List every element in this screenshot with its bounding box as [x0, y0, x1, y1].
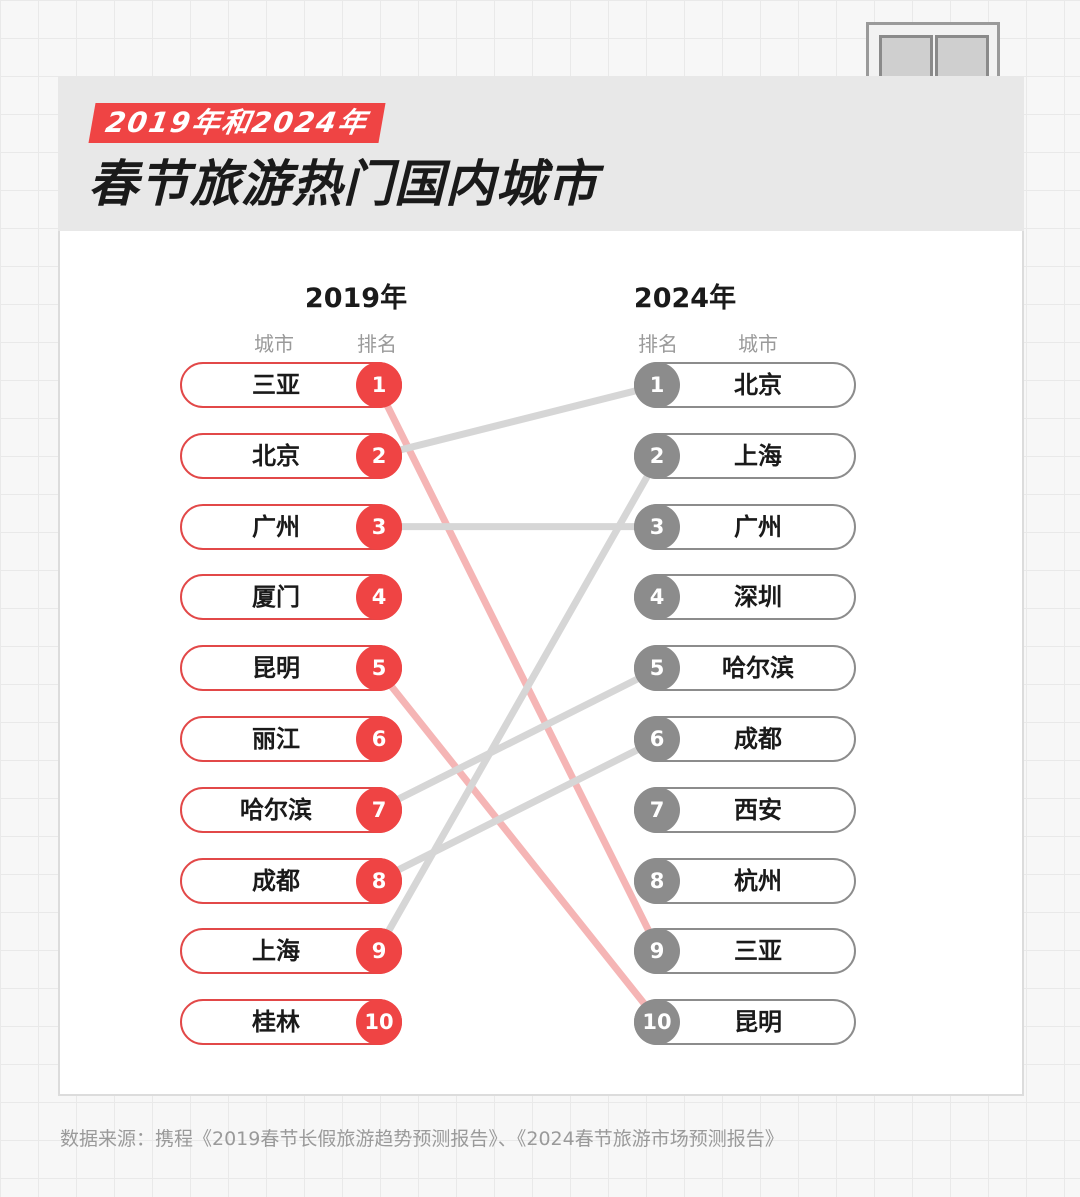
connector-line — [373, 664, 663, 1026]
right-city-name: 杭州 — [734, 866, 782, 895]
right-rank-item: 上海 2 — [634, 432, 856, 479]
left-rank-item: 上海 9 — [180, 928, 402, 975]
right-rank-badge: 10 — [634, 999, 680, 1046]
left-city-name: 丽江 — [252, 725, 300, 753]
left-rank-badge: 6 — [356, 716, 402, 762]
left-rank-item: 广州 3 — [180, 503, 402, 550]
connector-line — [373, 381, 663, 955]
left-rank-item: 厦门 4 — [180, 574, 402, 621]
connector-line — [373, 735, 663, 885]
right-rank-item: 北京 1 — [634, 362, 856, 408]
right-rank-badge: 5 — [634, 645, 680, 692]
left-rank-badge: 3 — [356, 503, 402, 550]
left-col-rank-header: 排名 — [357, 332, 397, 356]
left-rank-item: 桂林 10 — [180, 999, 402, 1046]
right-rank-item: 成都 6 — [634, 716, 856, 762]
right-rank-badge: 7 — [634, 786, 680, 833]
left-rank-badge: 2 — [356, 432, 402, 479]
left-city-name: 昆明 — [252, 654, 300, 683]
right-rank-badge: 3 — [634, 503, 680, 550]
right-rank-item: 昆明 10 — [634, 999, 856, 1046]
connector-line — [373, 381, 663, 460]
left-rank-badge: 7 — [356, 786, 402, 833]
right-rank-item: 西安 7 — [634, 786, 856, 833]
right-city-name: 三亚 — [734, 937, 782, 966]
right-rank-item: 三亚 9 — [634, 928, 856, 975]
right-rank-badge: 4 — [634, 574, 680, 621]
connector-line — [373, 664, 663, 814]
left-rank-badge: 10 — [356, 999, 402, 1046]
right-rank-badge: 8 — [634, 857, 680, 904]
left-rank-item: 北京 2 — [180, 432, 402, 479]
left-rank-badge: 9 — [356, 928, 402, 975]
left-rank-item: 昆明 5 — [180, 645, 402, 692]
right-rank-item: 杭州 8 — [634, 857, 856, 904]
left-city-name: 上海 — [252, 937, 300, 966]
left-rank-item: 丽江 6 — [180, 716, 402, 762]
right-rank-badge: 2 — [634, 432, 680, 479]
left-city-name: 三亚 — [252, 371, 300, 399]
data-source-note: 数据来源：携程《2019春节长假旅游趋势预测报告》、《2024春节旅游市场预测报… — [60, 1128, 784, 1150]
left-col-city-header: 城市 — [254, 332, 294, 356]
right-rank-badge: 1 — [634, 362, 680, 408]
right-rank-item: 深圳 4 — [634, 574, 856, 621]
right-city-name: 西安 — [734, 795, 782, 824]
right-city-name: 北京 — [734, 371, 782, 399]
left-rank-badge: 1 — [356, 362, 402, 408]
right-city-name: 昆明 — [734, 1008, 782, 1037]
right-rank-item: 广州 3 — [634, 503, 856, 550]
left-city-name: 哈尔滨 — [240, 795, 312, 824]
right-city-name: 成都 — [734, 725, 782, 753]
left-city-name: 厦门 — [252, 583, 300, 612]
right-city-name: 哈尔滨 — [722, 654, 794, 683]
right-year-label: 2024年 — [633, 283, 737, 314]
right-rank-badge: 6 — [634, 716, 680, 762]
connector-line — [373, 452, 663, 955]
right-col-rank-header: 排名 — [638, 332, 678, 356]
right-rank-badge: 9 — [634, 928, 680, 975]
left-city-name: 桂林 — [252, 1008, 300, 1037]
left-rank-item: 成都 8 — [180, 857, 402, 904]
right-col-city-header: 城市 — [738, 332, 778, 356]
left-rank-item: 三亚 1 — [180, 362, 402, 408]
header-band — [58, 76, 1024, 231]
right-city-name: 深圳 — [734, 583, 782, 612]
left-rank-badge: 8 — [356, 857, 402, 904]
page-title: 春节旅游热门国内城市 — [88, 155, 598, 213]
left-city-name: 成都 — [252, 866, 300, 895]
left-city-name: 广州 — [252, 512, 300, 541]
right-city-name: 上海 — [734, 441, 782, 470]
left-rank-badge: 5 — [356, 645, 402, 692]
left-city-name: 北京 — [252, 441, 300, 470]
right-rank-item: 哈尔滨 5 — [634, 645, 856, 692]
left-year-label: 2019年 — [304, 283, 408, 314]
left-rank-item: 哈尔滨 7 — [180, 786, 402, 833]
right-city-name: 广州 — [734, 512, 782, 541]
left-rank-badge: 4 — [356, 574, 402, 621]
